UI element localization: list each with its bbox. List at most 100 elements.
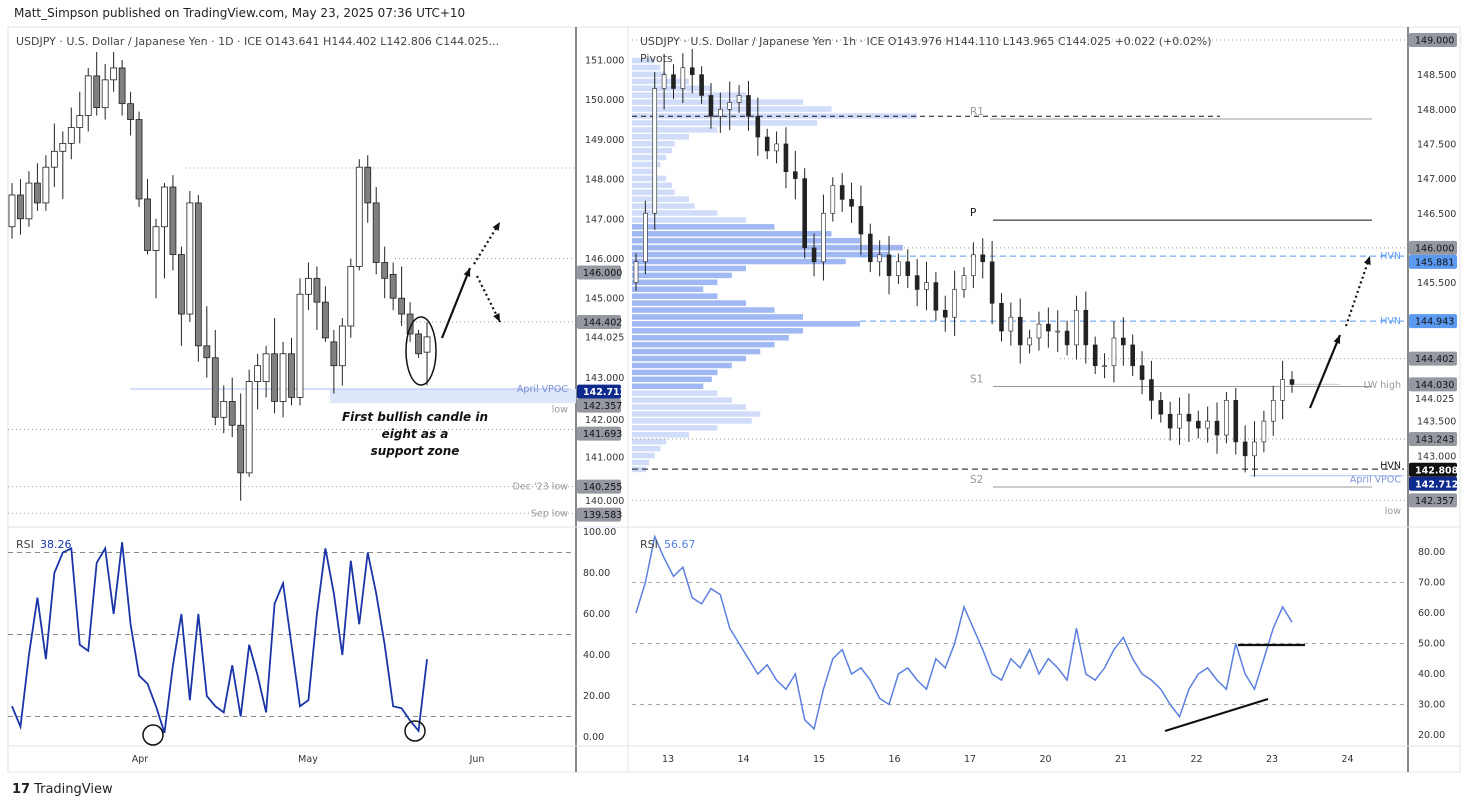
volume-profile-bar [632,404,746,410]
volume-profile-bar [632,120,818,126]
candle [1036,323,1042,339]
price-tick: 149.000 [585,135,624,146]
candle [811,247,817,263]
price-label-bg [577,507,621,522]
volume-profile-bar [632,231,832,237]
candle [305,277,312,295]
volume-profile-bar [632,113,917,119]
candle [34,182,41,204]
volume-profile-bar [632,217,746,223]
volume-profile-bar [632,203,695,209]
volume-profile-bar [632,127,718,133]
price-label-bg [1409,377,1457,392]
price-tick: 142.000 [585,415,624,426]
level-label: April VPOC [1350,474,1401,485]
time-tick: 13 [662,754,674,765]
volume-profile-bar [632,71,667,78]
candle [1055,330,1061,333]
candle [296,293,304,398]
bullish-scenario-arrow-head [492,222,500,231]
volume-profile-bar [632,362,732,369]
rsi-daily-value: 38.26 [40,538,72,551]
highlight-ellipse [405,316,437,386]
candle [1167,413,1173,429]
rsi-tick: 60.00 [1418,608,1445,619]
volume-profile-bar [632,390,718,396]
volume-profile-bar [632,341,775,348]
candle [1083,309,1089,346]
price-tick: 147.500 [1417,139,1456,150]
price-tick: 147.000 [585,214,624,225]
candle [867,233,873,263]
volume-profile-bar [632,286,704,292]
volume-profile-bar [632,57,655,64]
volume-profile-bar [632,134,689,140]
volume-profile-bar [632,369,718,376]
volume-profile-bar [632,425,718,431]
price-label: 149.000 [1415,36,1454,47]
candle [1214,420,1220,436]
volume-profile-bar [632,376,712,383]
candle [245,381,253,474]
price-tick: 150.000 [585,95,624,106]
rsi-tick: 70.00 [1418,578,1445,589]
volume-profile-bar [632,355,746,362]
candle [708,95,714,117]
price-tick: 143.000 [585,373,624,384]
price-label-bg [1409,493,1457,508]
rsi-tick: 20.00 [583,691,610,702]
volume-profile-bar [632,78,689,85]
pivot-label: R1 [970,106,984,118]
volume-profile-bar [632,411,761,417]
volume-profile-bar [632,272,732,279]
volume-profile-bar [632,258,846,265]
candle [1008,316,1014,332]
candle [338,325,346,367]
volume-profile-bar [632,154,667,161]
volume-profile-bar [632,147,672,154]
rsi-low-circle [142,724,164,746]
time-tick: 24 [1341,754,1353,765]
candle [1092,344,1098,367]
price-label: 139.583 [583,510,622,521]
volume-profile-bar [632,452,655,459]
price-tick: 145.500 [1417,278,1456,289]
rsi-hourly-value: 56.67 [664,538,696,551]
price-label-bg [1409,314,1457,329]
rsi-daily-label: RSI [16,538,34,551]
volume-profile-bar [632,432,689,438]
price-label-bg [1409,351,1457,366]
price-tick: 147.000 [1417,174,1456,185]
candle [793,171,798,179]
candle [755,115,761,138]
candle [118,67,126,105]
price-label: 142.808 [1415,465,1459,476]
time-tick: 15 [813,754,825,765]
rsi-tick: 30.00 [1418,700,1445,711]
volume-profile-bar [632,397,732,403]
candle [262,353,270,382]
candle [50,150,58,168]
candle [802,178,807,249]
candle [220,401,228,418]
time-tick: 22 [1190,754,1202,765]
tradingview-logo[interactable]: 𝟭𝟳 TradingView [12,782,113,797]
candle [942,309,948,318]
time-tick: 16 [888,754,900,765]
price-label: 144.402 [1415,354,1454,365]
price-label-bg [577,314,621,329]
price-label: 146.000 [1415,243,1454,254]
price-label: 146.000 [583,268,622,279]
candle [1280,379,1285,401]
volume-profile-bar [632,466,647,473]
price-label: 142.712 [1415,479,1458,490]
candle [999,303,1004,332]
candle [1064,330,1070,346]
candle [633,261,639,283]
pivot-label: P [970,207,976,219]
volume-profile-bar [632,383,704,389]
candle [237,424,245,474]
candle [1270,400,1276,422]
candle [1242,441,1248,457]
